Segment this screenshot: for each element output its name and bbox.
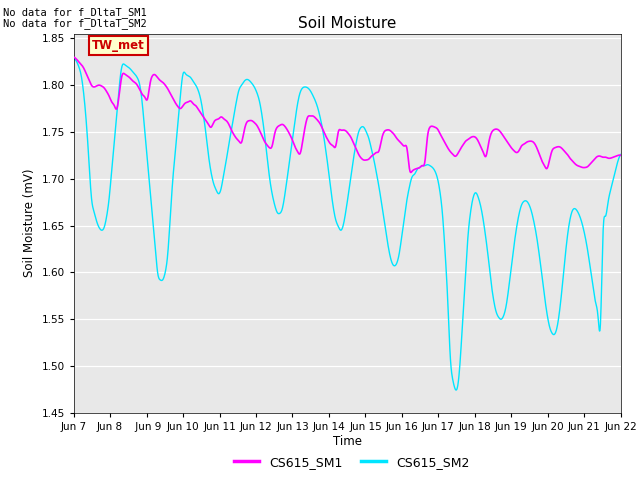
- Text: TW_met: TW_met: [92, 39, 145, 52]
- Title: Soil Moisture: Soil Moisture: [298, 16, 396, 31]
- X-axis label: Time: Time: [333, 434, 362, 448]
- Y-axis label: Soil Moisture (mV): Soil Moisture (mV): [23, 169, 36, 277]
- Text: No data for f_DltaT_SM1: No data for f_DltaT_SM1: [3, 7, 147, 18]
- Legend: CS615_SM1, CS615_SM2: CS615_SM1, CS615_SM2: [229, 451, 475, 474]
- Text: No data for f_DltaT_SM2: No data for f_DltaT_SM2: [3, 18, 147, 29]
